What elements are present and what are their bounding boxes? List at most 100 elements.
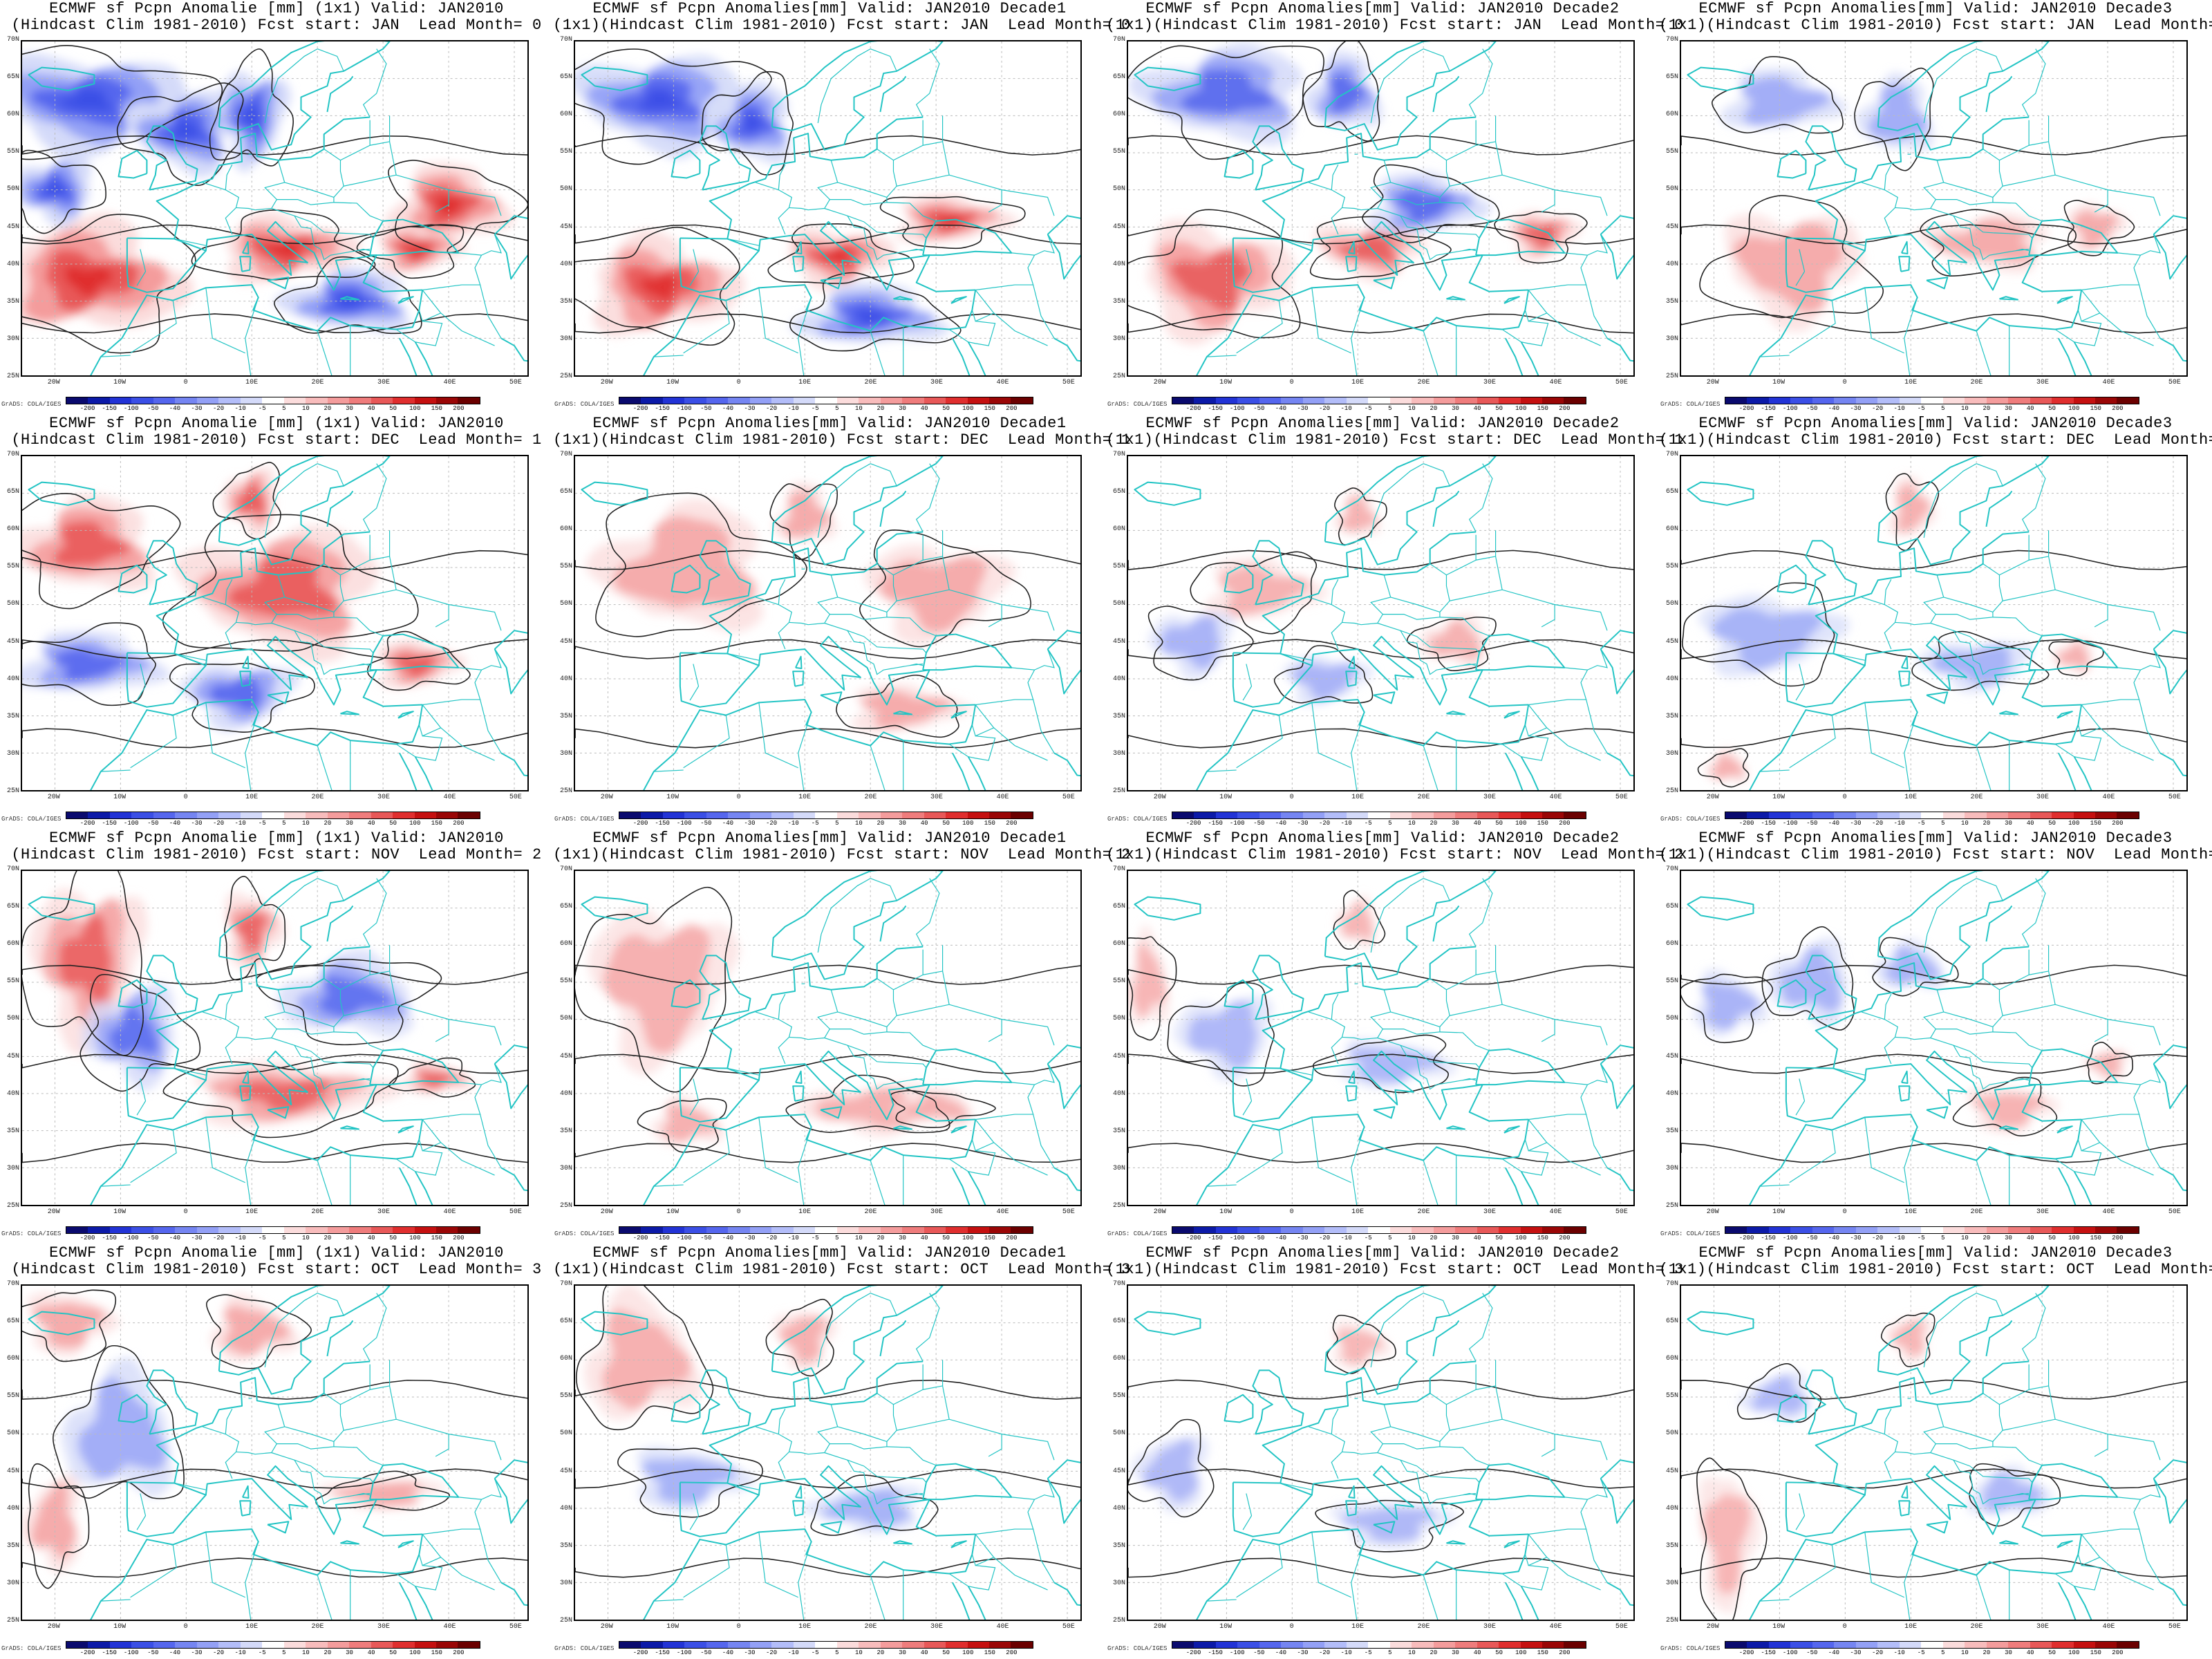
longitude-label: 10E: [798, 794, 812, 801]
colorbar-swatch: [662, 1642, 685, 1648]
colorbar-swatch: [1790, 812, 1812, 818]
colorbar-tick-label: 100: [1515, 1235, 1527, 1241]
latitude-label: 50N: [559, 1015, 572, 1023]
latitude-label: 60N: [6, 111, 19, 119]
latitude-label: 25N: [1112, 1202, 1125, 1210]
coastlines: [581, 871, 1080, 1205]
colorbar-swatch: [1812, 1642, 1835, 1648]
colorbar-swatch: [1011, 1642, 1033, 1648]
colorbar-swatch: [662, 1227, 685, 1233]
colorbar-swatch: [1389, 397, 1412, 404]
map-panel: ECMWF sf Pcpn Anomalie [mm] (1x1) Valid:…: [0, 0, 553, 415]
colorbar-swatch: [414, 397, 436, 404]
latitude-label: 35N: [1665, 1127, 1678, 1135]
colorbar-tick-label: 150: [431, 1649, 442, 1656]
colorbar-tick-label: 20: [1430, 405, 1438, 412]
colorbar-tick-label: -100: [676, 820, 692, 827]
colorbar-swatch: [793, 1642, 816, 1648]
colorbar-tick-label: 50: [1495, 1649, 1503, 1656]
colorbar-swatch: [641, 1642, 663, 1648]
colorbar-tick-label: -50: [1806, 1235, 1818, 1241]
colorbar-tick-label: -50: [700, 1235, 712, 1241]
latitude-label: 65N: [559, 488, 572, 496]
colorbar: [1172, 1641, 1586, 1649]
latitude-label: 50N: [1665, 1430, 1678, 1438]
colorbar-swatch: [1747, 1227, 1769, 1233]
latitude-label: 60N: [559, 940, 572, 948]
longitude-label: 20W: [600, 794, 613, 801]
country-borders: [653, 1293, 1055, 1620]
colorbar-swatch: [1281, 1227, 1303, 1233]
climatology-contours: [1128, 1314, 1633, 1578]
longitude-label: 40E: [443, 794, 456, 801]
longitude-label: 10E: [245, 379, 259, 386]
latitude-label: 55N: [1112, 563, 1125, 571]
colorbar-tick-label: -200: [1738, 820, 1754, 827]
longitude-label: 10W: [1219, 379, 1232, 386]
colorbar-tick-label: 20: [324, 820, 332, 827]
colorbar-tick-label: 10: [301, 405, 310, 412]
latitude-label: 40N: [6, 675, 19, 683]
latitude-label: 70N: [559, 1280, 572, 1288]
longitude-label: 10W: [666, 1623, 679, 1631]
colorbar-tick-label: 50: [942, 1235, 950, 1241]
colorbar-swatch: [1520, 397, 1542, 404]
colorbar-swatch: [262, 1227, 284, 1233]
panel-subtitle: (1x1)(Hindcast Clim 1981-2010) Fcst star…: [1106, 1261, 1684, 1278]
colorbar-tick-label: -5: [258, 820, 266, 827]
colorbar-swatch: [684, 1227, 706, 1233]
colorbar-tick-label: 50: [942, 820, 950, 827]
colorbar-tick-label: 50: [1495, 820, 1503, 827]
latitude-label: 60N: [1665, 940, 1678, 948]
colorbar-swatch: [1834, 812, 1856, 818]
colorbar-swatch: [1834, 1227, 1856, 1233]
climatology-contours: [22, 1289, 527, 1589]
map-panel: ECMWF sf Pcpn Anomalies[mm] Valid: JAN20…: [553, 415, 1130, 830]
latitude-label: 50N: [1665, 1015, 1678, 1023]
precip-anomaly-map: [1680, 455, 2188, 791]
latitude-label: 70N: [6, 1280, 19, 1288]
country-borders: [653, 878, 1055, 1205]
longitude-label: 40E: [2102, 794, 2115, 801]
colorbar-swatch: [2094, 397, 2117, 404]
longitude-label: 20E: [1970, 1623, 1983, 1631]
panel-title: ECMWF sf Pcpn Anomalies[mm] Valid: JAN20…: [1145, 1244, 1620, 1262]
colorbar-swatch: [924, 397, 946, 404]
colorbar-tick-label: -100: [123, 820, 139, 827]
longitude-label: 10W: [1772, 1208, 1785, 1216]
colorbar-swatch: [2030, 1227, 2052, 1233]
latitude-label: 35N: [559, 1541, 572, 1550]
colorbar-swatch: [815, 1227, 837, 1233]
colorbar-swatch: [1455, 397, 1477, 404]
latitude-label: 55N: [559, 1392, 572, 1400]
colorbar-swatch: [1877, 812, 1900, 818]
colorbar-swatch: [109, 1642, 132, 1648]
colorbar-swatch: [2073, 1642, 2095, 1648]
longitude-label: 10W: [1772, 379, 1785, 386]
colorbar-tick-label: 5: [1941, 1649, 1945, 1656]
colorbar-swatch: [793, 1227, 816, 1233]
longitude-label: 30E: [377, 379, 391, 386]
map-panel: ECMWF sf Pcpn Anomalies[mm] Valid: JAN20…: [1659, 0, 2212, 415]
colorbar-swatch: [1812, 397, 1835, 404]
colorbar-swatch: [1194, 397, 1216, 404]
colorbar: [619, 397, 1033, 404]
longitude-label: 40E: [443, 1208, 456, 1216]
colorbar-swatch: [1433, 1227, 1456, 1233]
colorbar-swatch: [371, 1642, 393, 1648]
precip-anomaly-map: [1127, 1284, 1635, 1621]
colorbar-tick-label: -50: [700, 820, 712, 827]
anomaly-shading: [1148, 489, 1486, 706]
anomaly-shading: [585, 482, 1017, 732]
colorbar-tick-label: 50: [389, 1649, 397, 1656]
climatology-contours: [1681, 56, 2186, 334]
colorbar-tick-label: -5: [811, 1649, 819, 1656]
latitude-label: 30N: [1112, 1164, 1125, 1172]
longitude-label: 20E: [1417, 794, 1430, 801]
country-borders: [653, 48, 1055, 375]
colorbar-swatch: [706, 397, 729, 404]
longitude-label: 30E: [2036, 1208, 2050, 1216]
colorbar-tick-label: -40: [1828, 820, 1839, 827]
colorbar-swatch: [1499, 1642, 1521, 1648]
longitude-label: 20E: [1970, 1208, 1983, 1216]
